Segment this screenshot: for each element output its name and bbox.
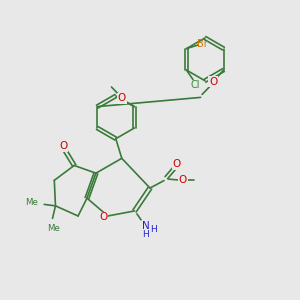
Text: Cl: Cl bbox=[190, 80, 200, 90]
Text: O: O bbox=[118, 93, 126, 103]
Text: Br: Br bbox=[197, 39, 208, 49]
Text: Me: Me bbox=[26, 198, 38, 207]
Text: N: N bbox=[142, 221, 150, 231]
Text: O: O bbox=[99, 212, 107, 223]
Text: O: O bbox=[209, 77, 217, 87]
Text: H: H bbox=[151, 225, 157, 234]
Text: O: O bbox=[172, 159, 181, 169]
Text: H: H bbox=[142, 230, 149, 238]
Text: Me: Me bbox=[47, 224, 59, 233]
Text: O: O bbox=[60, 141, 68, 151]
Text: O: O bbox=[179, 175, 187, 185]
